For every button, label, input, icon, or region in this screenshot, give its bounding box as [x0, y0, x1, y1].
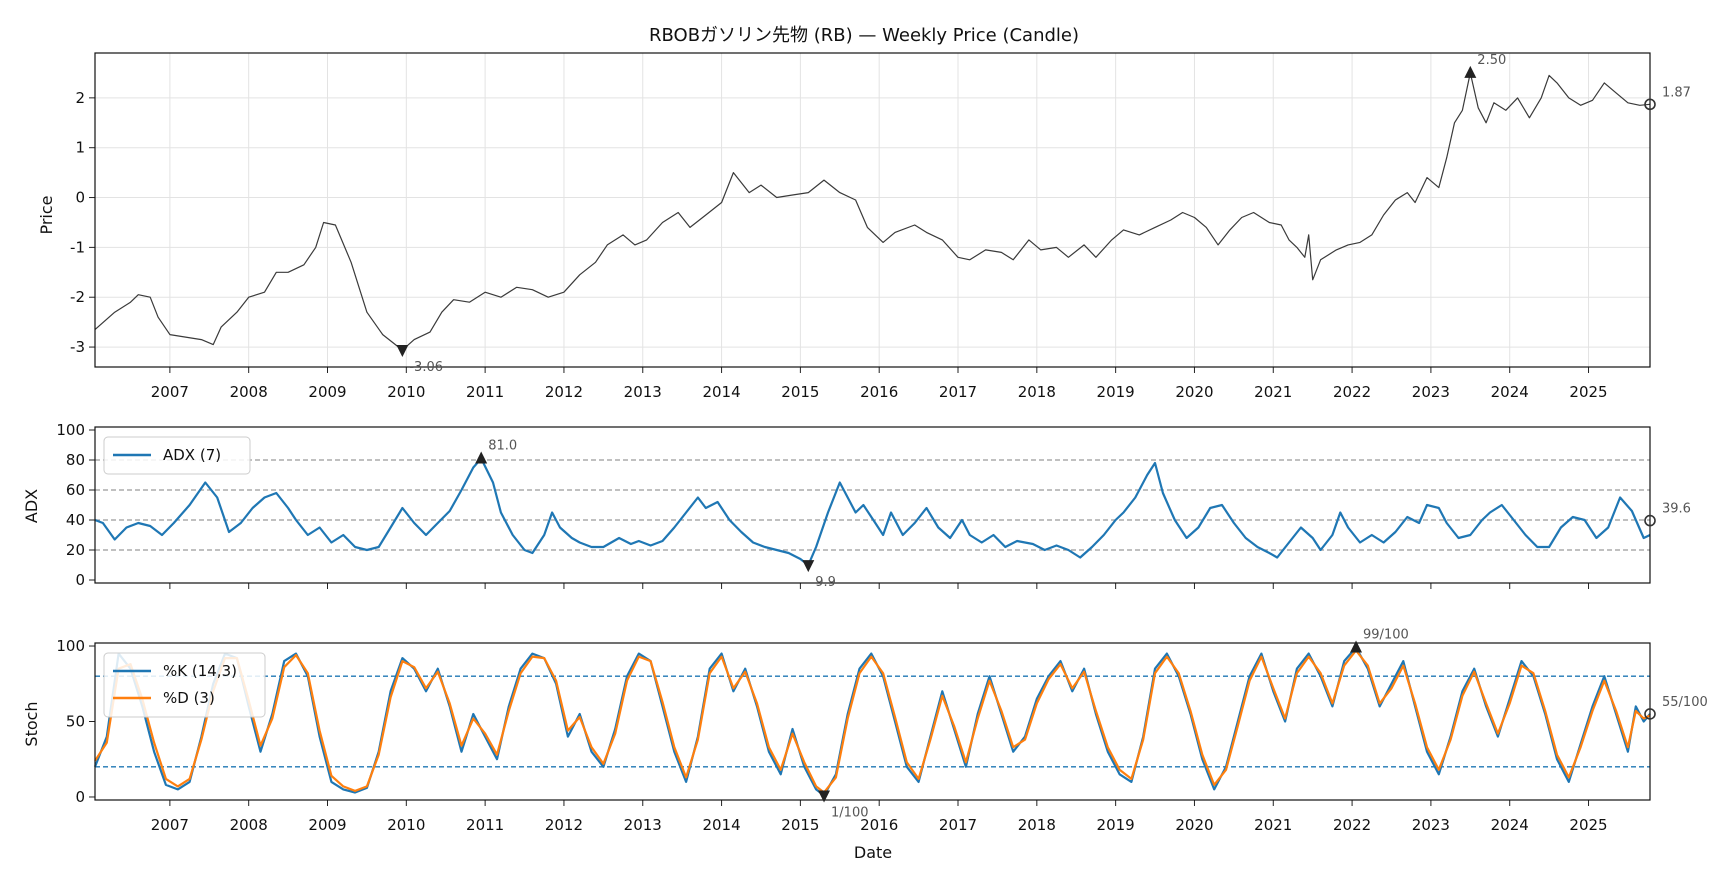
adx-max-marker [475, 451, 488, 464]
price-min-marker [396, 345, 409, 358]
adx-panel: 0 20 40 60 80 100 81.0 9.9 39.6 ADX (7) [56, 421, 1691, 590]
stoch-x-tick-label: 2009 [308, 816, 346, 834]
stoch-legend-label-0: %K (14,3) [163, 662, 237, 680]
stoch-y-tick-label: 50 [66, 713, 85, 731]
stoch-last-marker [1644, 708, 1656, 720]
stoch-x-tick-label: 2023 [1412, 816, 1450, 834]
adx-max-label: 81.0 [488, 439, 517, 454]
price-x-tick-label: 2023 [1412, 383, 1450, 401]
stoch-x-tick-label: 2018 [1018, 816, 1056, 834]
stoch-panel: 2007 2008 2009 2010 2011 2012 2013 2014 2015 2016… [56, 628, 1707, 834]
price-y-tick-label: 0 [75, 189, 85, 207]
stoch-max-marker [1350, 640, 1363, 653]
stoch-min-label: 1/100 [831, 805, 868, 820]
price-y-axis-label: Price [37, 195, 56, 234]
adx-y-tick-label: 20 [66, 541, 85, 559]
stoch-y-axis-label: Stoch [22, 701, 41, 746]
price-last-marker [1644, 98, 1656, 111]
price-y-tick-label: 2 [75, 89, 85, 107]
stoch-x-tick-label: 2014 [702, 816, 740, 834]
stoch-series-line-0 [93, 646, 1651, 797]
price-x-tick-label: 2008 [230, 383, 268, 401]
stoch-plot-frame [94, 642, 1651, 801]
stoch-x-tick-label: 2010 [387, 816, 425, 834]
adx-legend-label-0: ADX (7) [163, 446, 221, 464]
adx-y-tick-label: 60 [66, 481, 85, 499]
stoch-x-tick-label: 2017 [939, 816, 977, 834]
stoch-last-label: 55/100 [1662, 695, 1708, 710]
x-axis-label: Date [854, 843, 892, 862]
stoch-y-tick-label: 0 [75, 788, 85, 806]
price-min-label: -3.06 [409, 360, 443, 375]
stoch-series-line-1 [94, 649, 1651, 794]
stoch-x-tick-label: 2007 [151, 816, 189, 834]
price-panel: 2007 2008 2009 2010 2011 2012 2013 2014 2015 2016… [70, 52, 1691, 401]
stoch-x-tick-label: 2013 [624, 816, 662, 834]
stoch-x-tick-label: 2015 [781, 816, 819, 834]
stoch-x-tick-label: 2025 [1569, 816, 1607, 834]
price-x-tick-label: 2018 [1018, 383, 1056, 401]
price-x-tick-label: 2011 [466, 383, 504, 401]
stoch-x-tick-label: 2022 [1333, 816, 1371, 834]
stoch-x-tick-label: 2019 [1097, 816, 1135, 834]
price-x-tick-label: 2007 [151, 383, 189, 401]
stoch-x-tick-label: 2024 [1491, 816, 1529, 834]
adx-series-line-0 [94, 457, 1651, 567]
price-max-marker [1464, 65, 1477, 78]
stoch-x-tick-label: 2016 [860, 816, 898, 834]
stoch-legend-box [103, 652, 266, 718]
price-y-tick-label: -3 [70, 338, 85, 356]
price-x-tick-label: 2021 [1254, 383, 1292, 401]
price-plot-frame [94, 52, 1651, 368]
price-x-tick-label: 2014 [702, 383, 740, 401]
price-x-tick-label: 2019 [1097, 383, 1135, 401]
price-x-tick-label: 2010 [387, 383, 425, 401]
adx-y-tick-label: 100 [56, 421, 85, 439]
stoch-min-marker [818, 790, 831, 803]
adx-last-label: 39.6 [1662, 502, 1691, 517]
price-x-tick-label: 2009 [308, 383, 346, 401]
price-series-line-0 [94, 72, 1651, 351]
adx-y-axis-label: ADX [22, 489, 41, 523]
stoch-y-tick-label: 100 [56, 637, 85, 655]
stoch-x-tick-label: 2012 [545, 816, 583, 834]
price-x-tick-label: 2015 [781, 383, 819, 401]
price-last-label: 1.87 [1662, 85, 1691, 100]
price-x-tick-label: 2016 [860, 383, 898, 401]
stoch-x-tick-label: 2020 [1175, 816, 1213, 834]
adx-y-tick-label: 80 [66, 451, 85, 469]
adx-min-marker [802, 560, 815, 573]
chart-title: RBOBガソリン先物 (RB) — Weekly Price (Candle) [649, 25, 1079, 46]
price-x-tick-label: 2020 [1175, 383, 1213, 401]
adx-y-tick-label: 40 [66, 511, 85, 529]
price-y-tick-label: -1 [70, 238, 85, 256]
price-max-label: 2.50 [1477, 53, 1506, 68]
stoch-max-label: 99/100 [1363, 628, 1409, 643]
adx-last-marker [1644, 514, 1656, 527]
price-x-tick-label: 2025 [1569, 383, 1607, 401]
adx-legend-box [103, 436, 251, 475]
stoch-x-tick-label: 2011 [466, 816, 504, 834]
stoch-legend-label-1: %D (3) [163, 689, 215, 707]
adx-y-tick-label: 0 [75, 571, 85, 589]
price-y-tick-label: -2 [70, 288, 85, 306]
price-x-tick-label: 2022 [1333, 383, 1371, 401]
stoch-x-tick-label: 2008 [230, 816, 268, 834]
price-y-tick-label: 1 [75, 139, 85, 157]
price-x-tick-label: 2013 [624, 383, 662, 401]
stoch-x-tick-label: 2021 [1254, 816, 1292, 834]
adx-plot-frame [94, 426, 1651, 584]
price-x-tick-label: 2024 [1491, 383, 1529, 401]
adx-min-label: 9.9 [815, 575, 836, 590]
price-x-tick-label: 2012 [545, 383, 583, 401]
price-x-tick-label: 2017 [939, 383, 977, 401]
